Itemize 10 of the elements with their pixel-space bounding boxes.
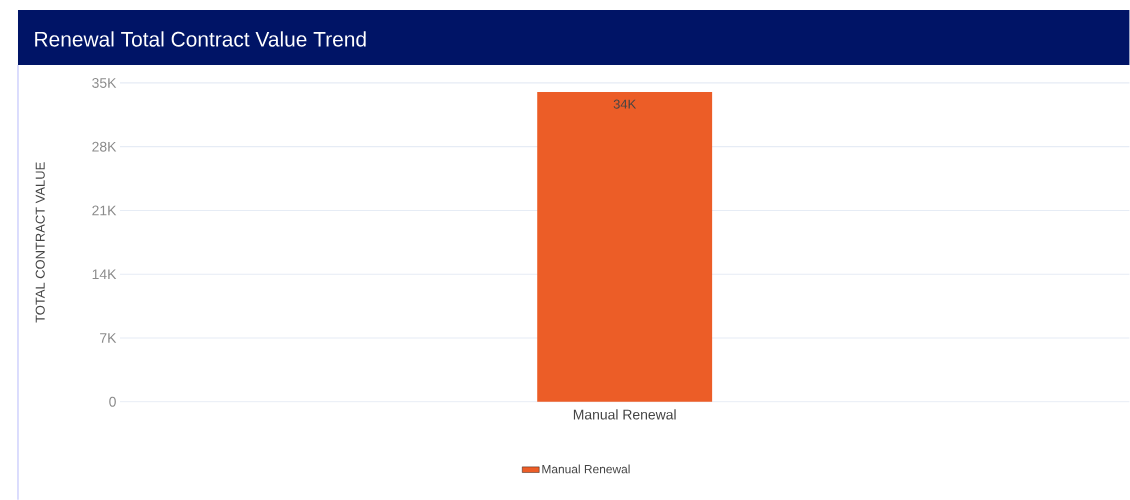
y-tick-label: 7K — [100, 332, 117, 343]
y-tick-label: 14K — [92, 269, 117, 279]
y-tick-label: 0 — [109, 396, 116, 407]
y-axis-title: TOTAL CONTRACT VALUE — [35, 162, 45, 323]
y-tick-label: 28K — [92, 141, 117, 152]
data-label: 34K — [613, 99, 637, 109]
y-tick-label: 35K — [92, 77, 117, 88]
y-tick-label: 21K — [92, 205, 117, 216]
chart-title: Renewal Total Contract Value Trend — [35, 31, 366, 47]
legend-label: Manual Renewal — [542, 464, 630, 474]
